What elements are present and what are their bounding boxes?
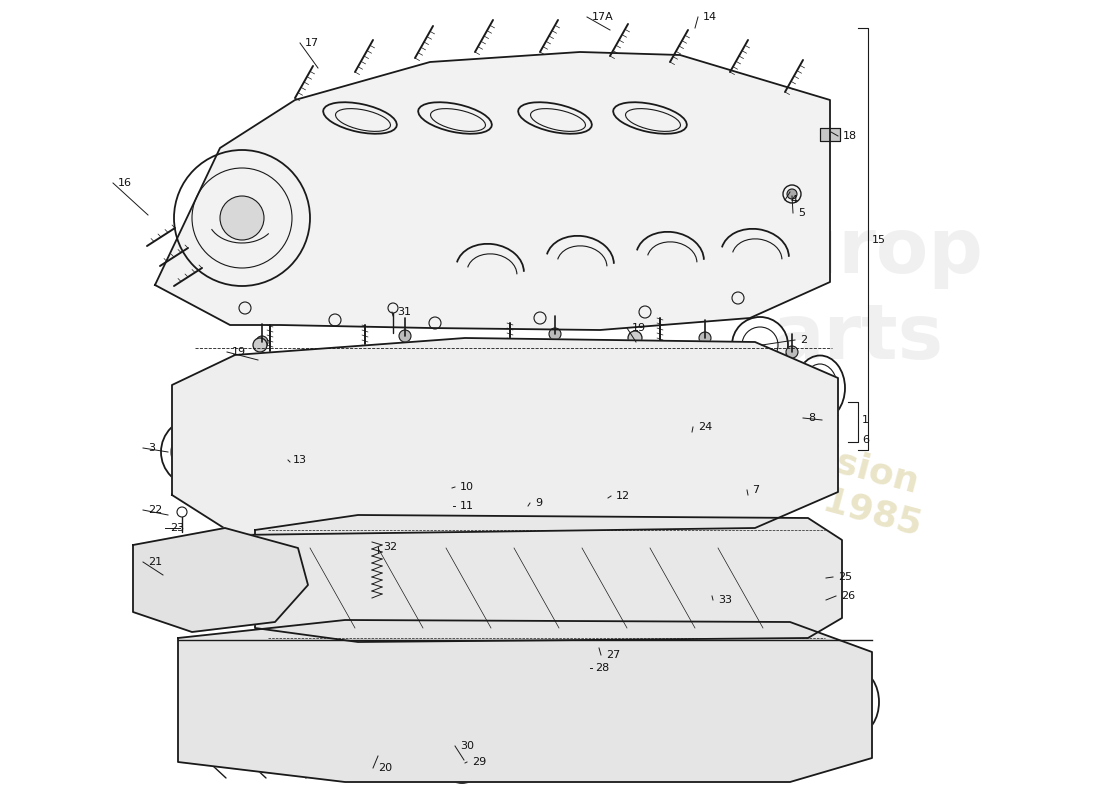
Text: 22: 22	[148, 505, 163, 515]
Text: a passion
since 1985: a passion since 1985	[705, 414, 935, 542]
Bar	[703, 588, 741, 610]
Text: 18: 18	[843, 131, 857, 141]
Text: 4: 4	[790, 195, 798, 205]
Text: 30: 30	[460, 741, 474, 751]
Polygon shape	[155, 52, 830, 330]
Text: 16: 16	[118, 178, 132, 188]
Text: 14: 14	[703, 12, 717, 22]
Text: 32: 32	[383, 542, 397, 552]
Text: 2: 2	[800, 335, 807, 345]
Text: europ
arts: europ arts	[733, 215, 983, 374]
Text: 8: 8	[808, 413, 815, 423]
Polygon shape	[172, 338, 838, 535]
Text: 28: 28	[595, 663, 609, 673]
Circle shape	[786, 189, 798, 199]
Circle shape	[698, 332, 711, 344]
Text: 33: 33	[718, 595, 732, 605]
Text: 10: 10	[460, 482, 474, 492]
Text: 21: 21	[148, 557, 162, 567]
Text: 13: 13	[293, 455, 307, 465]
Text: 17A: 17A	[592, 12, 614, 22]
Text: 5: 5	[798, 208, 805, 218]
Text: 31: 31	[397, 307, 411, 317]
Text: 23: 23	[170, 523, 184, 533]
Polygon shape	[255, 515, 842, 642]
Circle shape	[549, 328, 561, 340]
Bar	[820, 128, 840, 141]
Text: 19: 19	[232, 347, 246, 357]
Circle shape	[628, 331, 642, 345]
Text: 25: 25	[838, 572, 853, 582]
Circle shape	[256, 336, 268, 348]
Text: 24: 24	[698, 422, 713, 432]
Circle shape	[220, 196, 264, 240]
Text: 27: 27	[606, 650, 620, 660]
Text: 19: 19	[632, 323, 646, 333]
Polygon shape	[133, 528, 308, 632]
Text: 11: 11	[460, 501, 474, 511]
Bar	[820, 128, 840, 141]
Circle shape	[814, 409, 826, 421]
Circle shape	[814, 469, 826, 481]
Circle shape	[253, 338, 267, 352]
Text: 12: 12	[616, 491, 630, 501]
Polygon shape	[178, 620, 872, 782]
Text: 20: 20	[378, 763, 392, 773]
Text: 1: 1	[862, 415, 869, 425]
Text: 6: 6	[862, 435, 869, 445]
Text: 15: 15	[872, 235, 886, 245]
Text: 3: 3	[148, 443, 155, 453]
Circle shape	[399, 330, 411, 342]
Text: 7: 7	[752, 485, 759, 495]
Text: 29: 29	[472, 757, 486, 767]
Text: 17: 17	[305, 38, 319, 48]
Circle shape	[786, 346, 798, 358]
Text: 9: 9	[535, 498, 542, 508]
Text: 26: 26	[842, 591, 855, 601]
Circle shape	[814, 439, 826, 451]
